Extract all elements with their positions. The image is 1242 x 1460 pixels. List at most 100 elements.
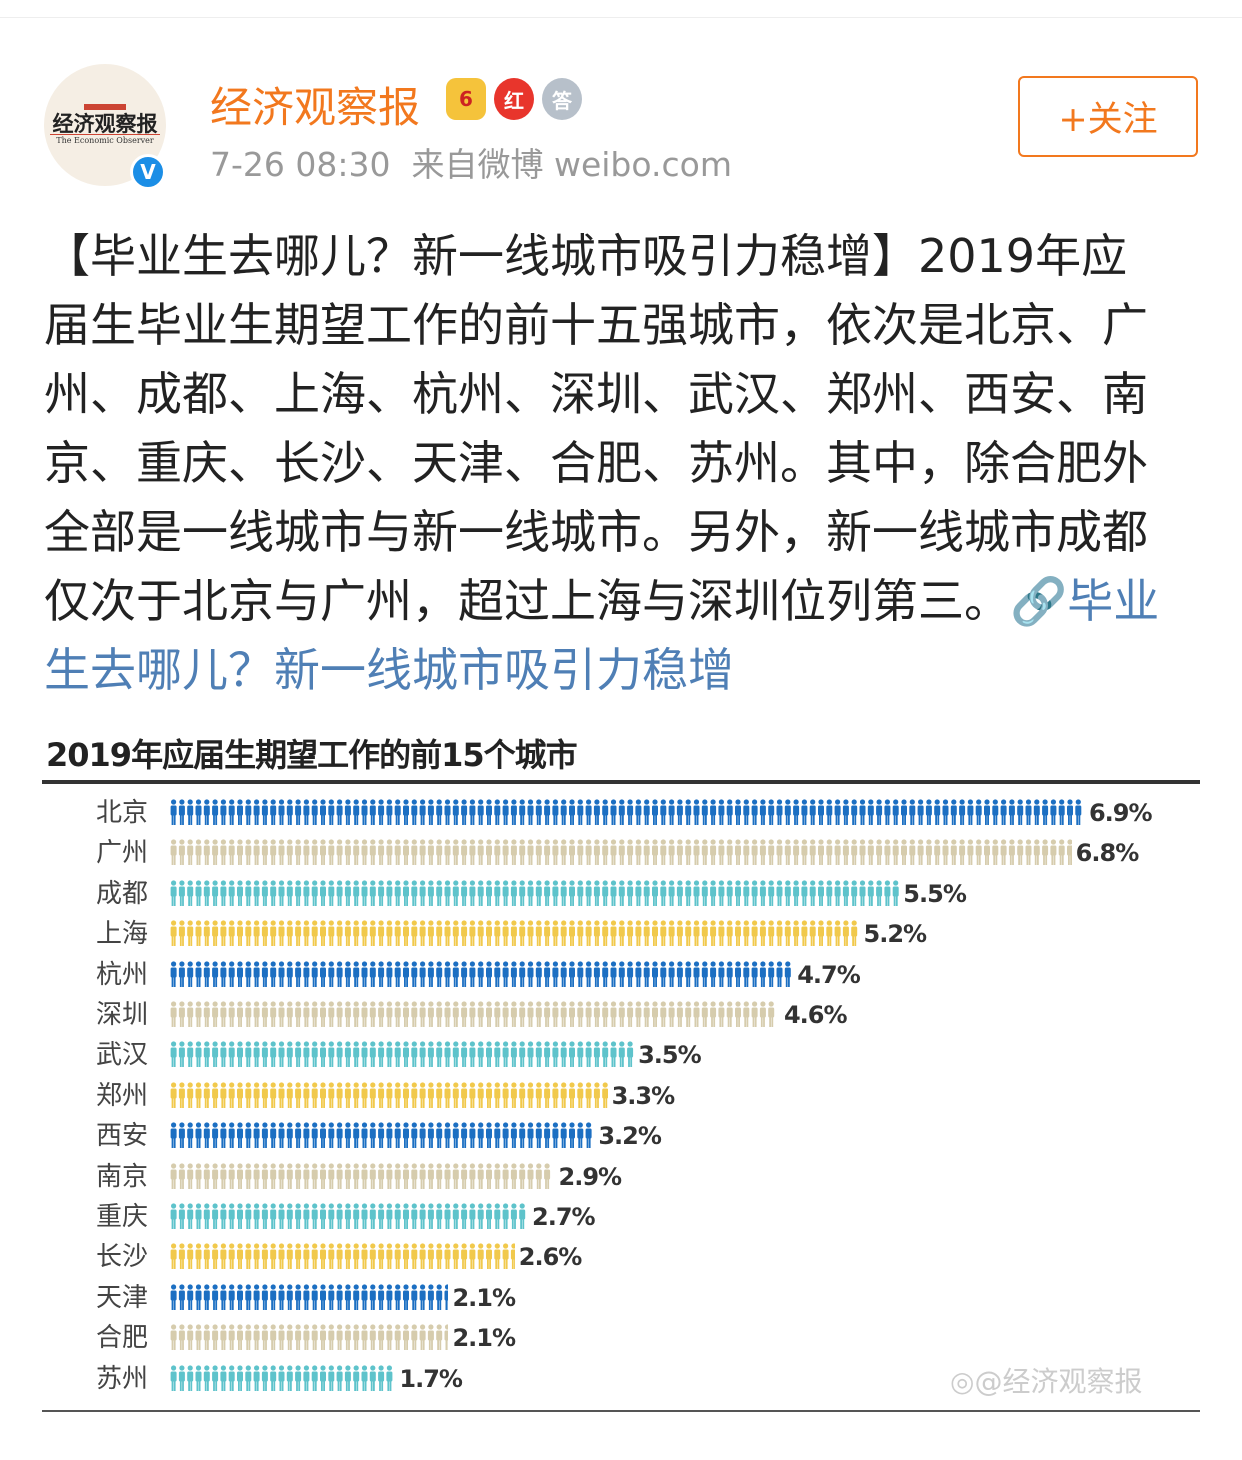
person-icon — [195, 1364, 202, 1391]
person-icon — [295, 880, 302, 906]
person-icon — [527, 1162, 534, 1189]
person-icon — [328, 799, 335, 825]
person-icon — [768, 1001, 775, 1027]
person-icon — [984, 799, 990, 825]
person-icon — [469, 880, 476, 906]
person-icon — [818, 880, 824, 906]
person-icon — [793, 839, 800, 866]
person-icon — [419, 1082, 426, 1108]
person-icon — [527, 799, 534, 825]
person-icon — [311, 1284, 318, 1310]
person-icon — [544, 799, 551, 825]
person-icon — [909, 799, 916, 825]
person-icon — [510, 960, 517, 987]
person-icon — [577, 960, 584, 987]
city-label: 郑州 — [96, 1080, 149, 1111]
city-label: 南京 — [96, 1161, 149, 1192]
person-icon — [693, 880, 700, 906]
person-icon — [452, 880, 459, 906]
person-bar — [170, 1203, 526, 1229]
person-icon — [195, 880, 202, 906]
person-icon — [560, 960, 567, 987]
follow-button[interactable]: +关注 — [1018, 76, 1198, 157]
person-icon — [867, 880, 874, 906]
person-icon — [237, 960, 243, 987]
person-icon — [793, 880, 800, 906]
person-icon — [245, 920, 252, 947]
person-icon — [519, 880, 526, 906]
person-icon — [336, 1162, 343, 1189]
person-icon — [411, 1324, 418, 1351]
person-icon — [311, 1243, 318, 1270]
person-icon — [212, 1001, 219, 1027]
person-icon — [203, 1041, 210, 1068]
red-badge-icon[interactable]: 红 — [494, 78, 534, 120]
author-avatar[interactable]: 经济观察报 The Economic Observer — [44, 64, 166, 186]
person-icon — [378, 1162, 385, 1189]
person-icon — [378, 839, 385, 866]
person-icon — [892, 880, 899, 906]
person-icon — [344, 1041, 351, 1068]
person-icon — [253, 839, 260, 866]
person-icon — [809, 920, 816, 947]
person-icon — [419, 960, 426, 987]
person-icon — [436, 1041, 443, 1068]
article-link-cont[interactable]: 生去哪儿？新一线城市吸引力稳增 — [44, 643, 734, 697]
person-icon — [378, 1364, 385, 1391]
person-icon — [660, 839, 667, 866]
person-icon — [510, 920, 517, 947]
person-icon — [220, 960, 227, 987]
person-icon — [270, 1364, 277, 1391]
person-icon — [303, 1243, 310, 1270]
article-link[interactable]: 🔗毕业 — [1010, 574, 1160, 628]
person-icon — [187, 1203, 194, 1229]
person-icon — [411, 799, 418, 825]
author-name[interactable]: 经济观察报 — [210, 83, 421, 132]
person-icon — [344, 920, 351, 947]
person-icon — [701, 960, 708, 987]
person-icon — [203, 960, 210, 987]
person-icon — [187, 920, 194, 947]
person-icon — [253, 1162, 260, 1189]
answer-medal-icon[interactable]: 答 — [542, 78, 582, 120]
person-icon — [726, 960, 733, 987]
person-icon — [743, 1001, 750, 1027]
person-icon — [303, 880, 310, 906]
person-icon — [394, 920, 401, 947]
city-label: 苏州 — [96, 1363, 149, 1394]
person-icon — [461, 1041, 468, 1068]
person-icon — [826, 839, 833, 866]
person-icon — [369, 1041, 376, 1068]
value-label: 5.5% — [903, 879, 967, 908]
person-icon — [311, 1122, 318, 1149]
person-icon — [212, 799, 219, 825]
person-icon — [386, 1082, 393, 1108]
person-icon — [444, 799, 451, 825]
person-icon — [577, 920, 584, 947]
person-icon — [743, 799, 750, 825]
person-icon — [436, 1243, 443, 1270]
person-icon — [344, 1364, 351, 1391]
person-icon — [278, 1162, 285, 1189]
person-icon — [569, 1082, 575, 1108]
person-icon — [336, 1324, 343, 1351]
person-icon — [494, 960, 501, 987]
person-icon — [195, 1122, 202, 1149]
person-icon — [527, 839, 534, 866]
person-icon — [286, 1122, 293, 1149]
person-icon — [344, 1122, 351, 1149]
person-icon — [676, 1001, 683, 1027]
person-icon — [344, 799, 351, 825]
person-icon — [652, 920, 658, 947]
person-icon — [228, 1203, 235, 1229]
person-icon — [394, 839, 401, 866]
person-icon — [419, 880, 426, 906]
person-icon — [701, 880, 708, 906]
person-icon — [461, 839, 468, 866]
crown-level-badge-icon[interactable]: 6 — [446, 78, 486, 120]
person-icon — [851, 880, 858, 906]
person-icon — [751, 839, 758, 866]
person-icon — [569, 880, 575, 906]
person-icon — [320, 880, 326, 906]
person-icon — [386, 1284, 393, 1310]
